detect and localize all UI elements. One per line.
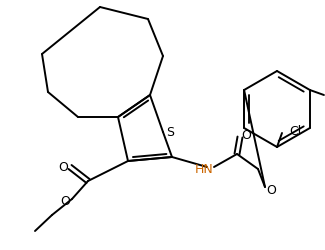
Text: O: O	[241, 129, 251, 142]
Text: O: O	[58, 161, 68, 174]
Text: HN: HN	[195, 163, 214, 176]
Text: O: O	[60, 195, 70, 208]
Text: Cl: Cl	[289, 125, 301, 138]
Text: O: O	[266, 184, 276, 197]
Text: S: S	[166, 126, 174, 139]
